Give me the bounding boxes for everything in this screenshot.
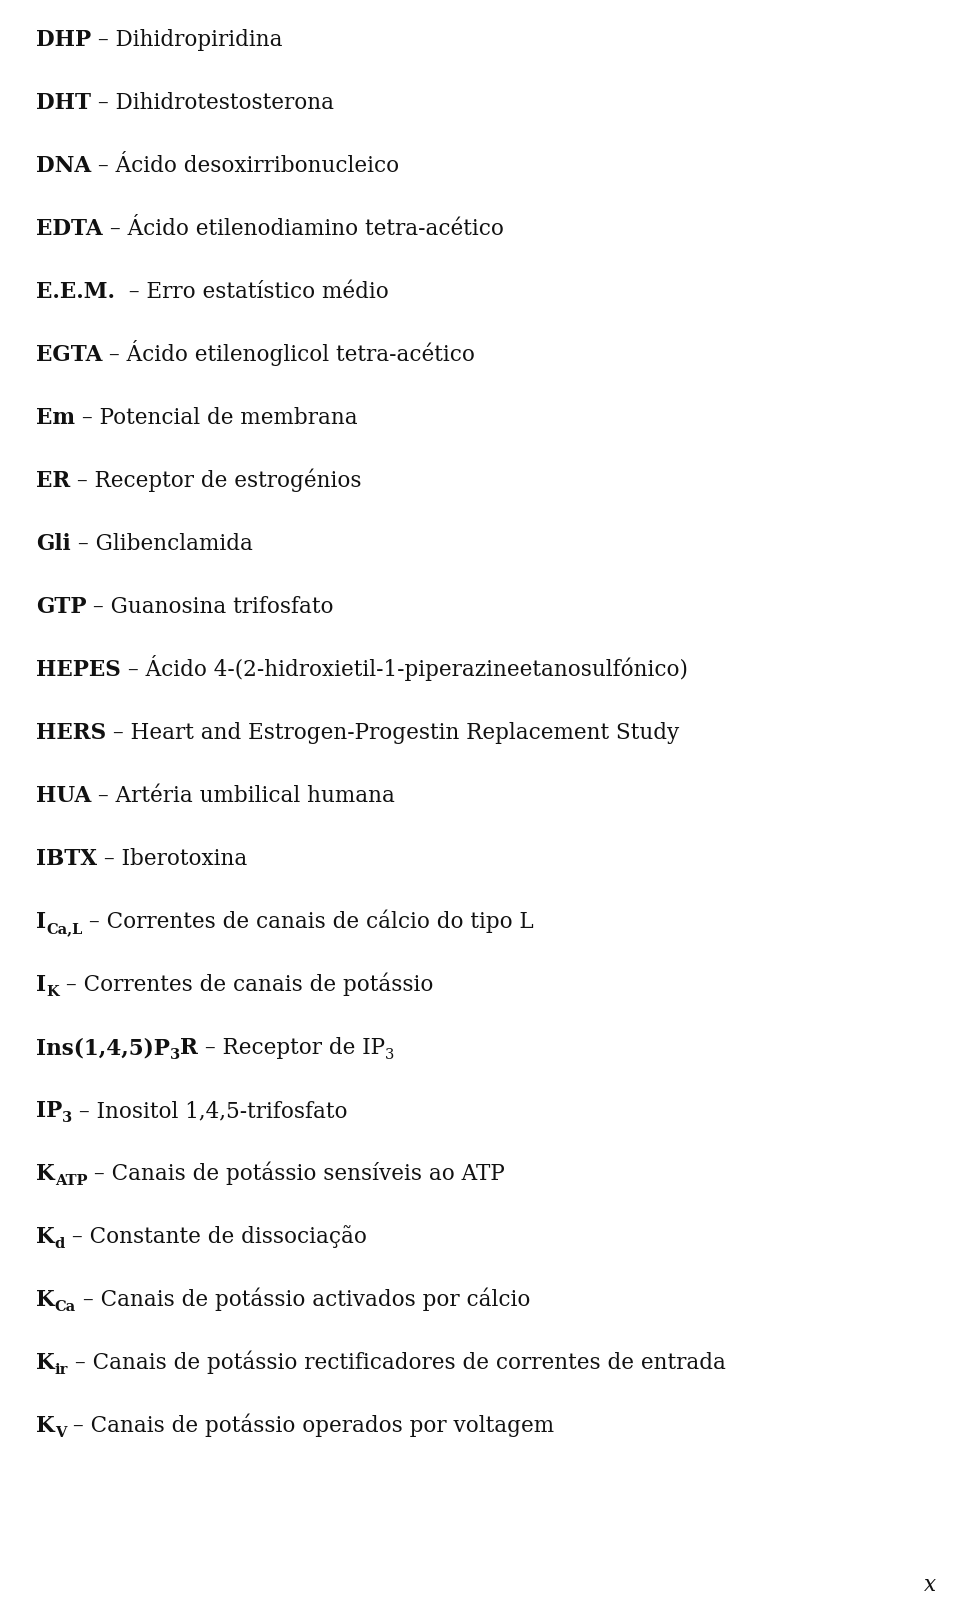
Text: x: x (924, 1574, 936, 1595)
Text: DHP: DHP (36, 29, 91, 52)
Text: I: I (36, 911, 46, 932)
Text: Ca: Ca (55, 1300, 76, 1315)
Text: – Canais de potássio rectificadores de correntes de entrada: – Canais de potássio rectificadores de c… (68, 1350, 726, 1374)
Text: – Dihidrotestosterona: – Dihidrotestosterona (91, 92, 334, 115)
Text: HERS: HERS (36, 723, 107, 744)
Text: – Constante de dissociação: – Constante de dissociação (65, 1224, 367, 1248)
Text: R: R (180, 1037, 198, 1060)
Text: ER: ER (36, 469, 70, 492)
Text: K: K (46, 986, 59, 998)
Text: DHT: DHT (36, 92, 91, 115)
Text: V: V (55, 1426, 66, 1440)
Text: – Potencial de membrana: – Potencial de membrana (75, 406, 358, 429)
Text: 3: 3 (385, 1048, 395, 1061)
Text: – Correntes de canais de potássio: – Correntes de canais de potássio (59, 973, 433, 995)
Text: I: I (36, 974, 46, 995)
Text: – Iberotoxina: – Iberotoxina (97, 848, 248, 869)
Text: – Erro estatístico médio: – Erro estatístico médio (115, 281, 389, 303)
Text: Gli: Gli (36, 532, 71, 555)
Text: ATP: ATP (55, 1174, 87, 1189)
Text: HEPES: HEPES (36, 660, 121, 681)
Text: – Ácido etilenoglicol tetra-acético: – Ácido etilenoglicol tetra-acético (103, 340, 475, 366)
Text: K: K (36, 1415, 55, 1437)
Text: – Heart and Estrogen-Progestin Replacement Study: – Heart and Estrogen-Progestin Replaceme… (107, 723, 680, 744)
Text: Ins(1,4,5)P: Ins(1,4,5)P (36, 1037, 170, 1060)
Text: – Inositol 1,4,5-trifosfato: – Inositol 1,4,5-trifosfato (72, 1100, 348, 1123)
Text: – Guanosina trifosfato: – Guanosina trifosfato (86, 595, 334, 618)
Text: Ca,L: Ca,L (46, 923, 83, 936)
Text: 3: 3 (62, 1111, 72, 1124)
Text: – Canais de potássio operados por voltagem: – Canais de potássio operados por voltag… (66, 1413, 554, 1437)
Text: IBTX: IBTX (36, 848, 97, 869)
Text: – Ácido desoxirribonucleico: – Ácido desoxirribonucleico (91, 155, 399, 177)
Text: K: K (36, 1163, 55, 1186)
Text: – Canais de potássio sensíveis ao ATP: – Canais de potássio sensíveis ao ATP (87, 1161, 505, 1186)
Text: ir: ir (55, 1363, 68, 1378)
Text: 3: 3 (170, 1048, 180, 1061)
Text: K: K (36, 1289, 55, 1311)
Text: Em: Em (36, 406, 75, 429)
Text: EDTA: EDTA (36, 218, 103, 240)
Text: d: d (55, 1237, 65, 1252)
Text: EGTA: EGTA (36, 344, 103, 366)
Text: – Correntes de canais de cálcio do tipo L: – Correntes de canais de cálcio do tipo … (83, 910, 534, 932)
Text: – Ácido etilenodiamino tetra-acético: – Ácido etilenodiamino tetra-acético (103, 218, 503, 240)
Text: IP: IP (36, 1100, 62, 1123)
Text: GTP: GTP (36, 595, 86, 618)
Text: K: K (36, 1226, 55, 1248)
Text: DNA: DNA (36, 155, 91, 177)
Text: – Artéria umbilical humana: – Artéria umbilical humana (91, 786, 396, 806)
Text: – Receptor de IP: – Receptor de IP (198, 1037, 385, 1060)
Text: – Dihidropiridina: – Dihidropiridina (91, 29, 282, 52)
Text: – Receptor de estrogénios: – Receptor de estrogénios (70, 468, 362, 492)
Text: – Canais de potássio activados por cálcio: – Canais de potássio activados por cálci… (76, 1287, 530, 1311)
Text: K: K (36, 1352, 55, 1374)
Text: E.E.M.: E.E.M. (36, 281, 115, 303)
Text: – Glibenclamida: – Glibenclamida (71, 532, 252, 555)
Text: HUA: HUA (36, 786, 91, 806)
Text: – Ácido 4-(2-hidroxietil-1-piperazineetanosulfónico): – Ácido 4-(2-hidroxietil-1-piperazineeta… (121, 655, 687, 681)
